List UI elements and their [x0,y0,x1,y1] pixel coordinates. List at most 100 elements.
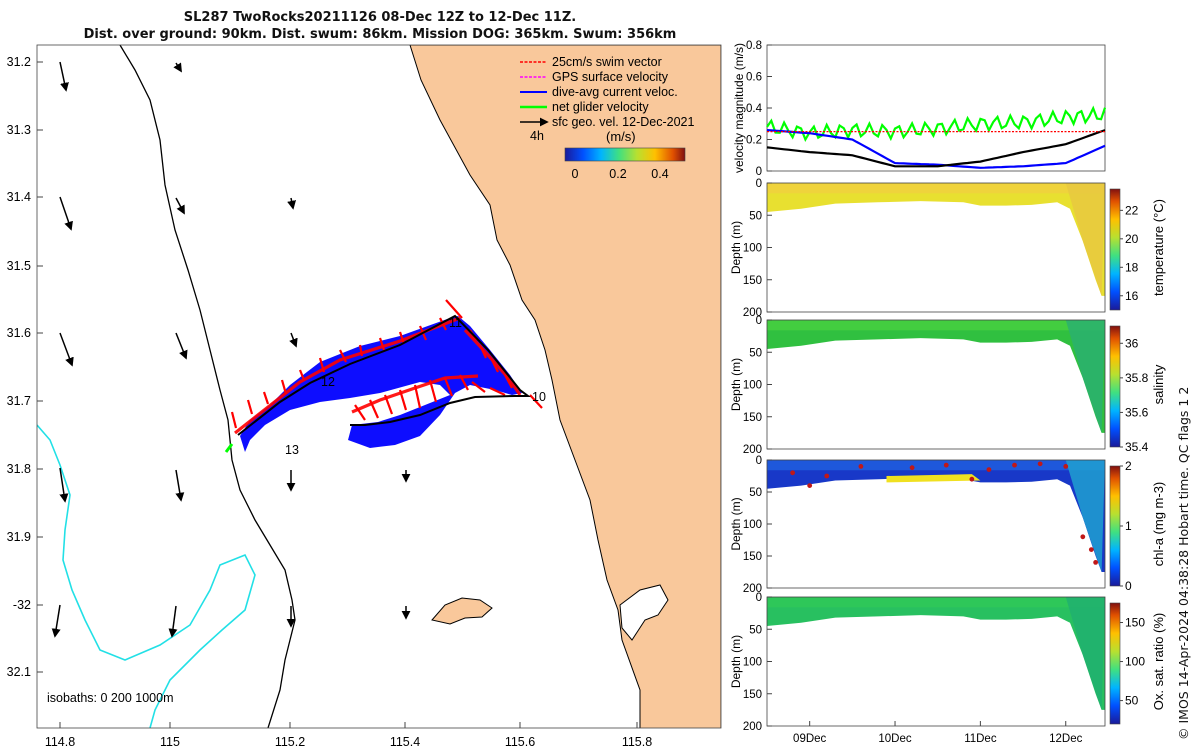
depth-tick-label: 0 [756,592,762,604]
map-y-tick-label: 31.3 [7,123,31,137]
chl-high-sample [943,462,949,468]
legend-note: 4h [530,129,544,143]
day-label: 13 [285,443,299,457]
colorbar-tick-label: 100 [1125,655,1145,669]
velocity-panel-frame [766,44,1106,172]
colorbar-tick-label: 50 [1125,694,1139,708]
section-deep-water [1065,320,1105,433]
colorbar-tick-label: 35.8 [1125,371,1149,385]
depth-tick-label: 50 [749,487,762,499]
colorbar-tick-label: 16 [1125,289,1139,303]
legend-label: 25cm/s swim vector [552,55,662,69]
map-panel: 11 12 10 13 25cm/s swim vector GPS surfa… [7,44,722,749]
depth-tick-label: 50 [749,624,762,636]
chl-high-sample [909,465,915,471]
depth-tick-label: 200 [743,721,762,733]
chl-high-sample [1012,462,1017,468]
day-label: 10 [532,390,546,404]
velocity-y-label: velocity magnitude (m/s) [732,43,746,173]
date-tick-label: 10Dec [878,733,911,745]
velocity-y-tick-label: 0.4 [746,103,763,115]
depth-tick-label: 0 [756,315,762,327]
depth-tick-label: 150 [743,412,762,424]
isobath-200m [119,45,296,728]
map-y-tick-label: 31.6 [7,326,31,340]
depth-axis-label: Depth (m) [729,221,743,274]
map-y-tick-label: 31.7 [7,394,31,408]
speed-colorbar [564,147,686,162]
map-y-tick-label: -32 [13,598,31,612]
chl-high-sample [858,464,864,469]
depth-tick-label: 100 [743,243,762,255]
geo-arrow [175,469,185,502]
map-x-tick-label: 115.4 [390,735,420,749]
legend-label: GPS surface velocity [552,70,669,84]
date-tick-label: 12Dec [1049,733,1082,745]
credit-line: © IMOS 14-Apr-2024 04:38:28 Hobart time.… [1176,386,1191,740]
section-surface-layer [767,320,1105,331]
velocity-y-tick-label: 0.6 [746,72,762,84]
geo-arrow [59,61,69,92]
legend-label: net glider velocity [552,100,649,114]
section-deep-water [1065,183,1105,296]
depth-tick-label: 0 [756,455,762,467]
chl-high-sample [1080,534,1086,540]
map-y-tick-label: 31.9 [7,530,31,544]
geo-arrow [175,197,185,215]
colorbar-tick-label: 18 [1125,260,1139,274]
geo-arrow [287,197,297,210]
map-legend: 25cm/s swim vector GPS surface velocity … [520,55,694,181]
depth-tick-label: 100 [743,657,762,669]
velocity-y-tick-label: 0.8 [746,40,762,52]
dive-avg-current-band [240,316,522,452]
depth-tick-label: 200 [743,583,762,595]
geostrophic-velocity-field [51,61,411,638]
depth-tick-label: 50 [749,210,762,222]
geo-arrow [289,332,298,348]
depth-tick-label: 50 [749,347,762,359]
net-glider-velocity [224,443,234,453]
sfc-geo-velocity-track [237,314,531,436]
colorbar-tick-label: 35.6 [1125,405,1149,419]
depth-tick-label: 100 [743,519,762,531]
day-label: 11 [449,316,462,330]
section-surface-layer [767,460,1105,471]
chl-high-sample [824,473,830,479]
depth-axis-label: Depth (m) [729,358,743,411]
colorbar-tick-label: 35.4 [1125,440,1149,454]
chl-high-sample [1093,560,1099,565]
colorbar-tick-label: 150 [1125,616,1145,630]
velocity-series-line [766,129,1106,169]
geo-arrow [175,332,188,360]
section-colorbar [1109,325,1121,448]
colorbar-quantity-label: Ox. sat. ratio (%) [1151,613,1166,711]
map-x-tick-label: 115 [160,735,180,749]
geo-arrow [59,332,74,367]
section-colorbar [1109,465,1121,587]
geo-arrow [59,467,69,503]
colorbar-tick-label: 0 [1125,579,1132,593]
chl-high-sample [807,483,813,488]
colorbar-tick-label: 22 [1125,203,1139,217]
velocity-y-tick-label: 0.2 [746,135,762,147]
section-surface-layer [767,183,1105,194]
colorbar-tick-label: 36 [1125,336,1139,350]
colorbar-tick: 0.4 [651,167,668,181]
island [431,597,493,625]
section-colorbar [1109,188,1121,311]
velocity-series-line [766,129,1106,168]
chl-high-sample [1088,547,1094,552]
map-x-tick-label: 115.6 [505,735,535,749]
figure-title-line1: SL287 TwoRocks20211126 08-Dec 12Z to 12-… [183,10,577,25]
glider-track: 11 12 10 13 [224,299,546,457]
swim-vector-fringe [230,299,543,429]
map-y-tick-label: 32.1 [7,665,31,679]
map-frame [36,44,722,729]
colorbar-quantity-label: chl-a (mg m-3) [1151,482,1166,567]
section-deep-water [1065,597,1105,710]
depth-tick-label: 150 [743,689,762,701]
chl-high-sample [790,470,796,476]
land-area [409,45,721,728]
map-y-tick-label: 31.2 [7,55,31,69]
